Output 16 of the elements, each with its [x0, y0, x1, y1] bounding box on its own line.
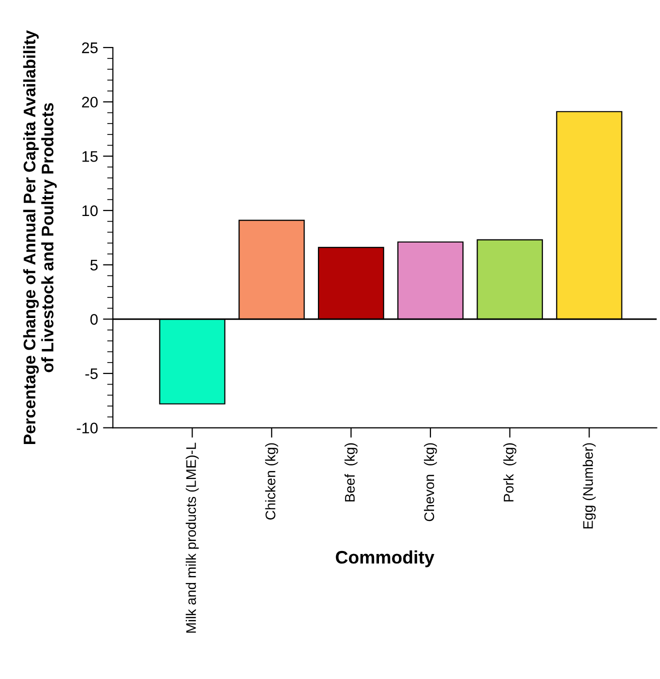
x-tick-label: Milk and milk products (LME)-L — [186, 442, 199, 633]
y-tick-label: 0 — [90, 314, 98, 325]
y-tick-label: 5 — [90, 260, 98, 270]
x-tick-label: Pork (kg) — [503, 443, 516, 502]
y-axis-title: Percentage Change of Annual Per Capita Availability of Livestock and Poultry Products — [23, 30, 57, 444]
x-tick-label: Egg (Number) — [582, 443, 596, 528]
y-tick-label: -10 — [76, 422, 98, 434]
x-tick-label: Chicken (kg) — [265, 443, 278, 520]
y-tick-label: 15 — [82, 151, 98, 162]
y-tick-label: -5 — [85, 368, 98, 380]
x-tick-label: Beef (kg) — [344, 443, 358, 502]
y-tick-label: 10 — [82, 205, 98, 216]
x-tick-label: Chevon (kg) — [424, 443, 437, 522]
x-axis-title: Commodity — [336, 550, 434, 568]
y-tick-label: 25 — [82, 42, 98, 54]
y-tick-label: 20 — [82, 96, 98, 108]
